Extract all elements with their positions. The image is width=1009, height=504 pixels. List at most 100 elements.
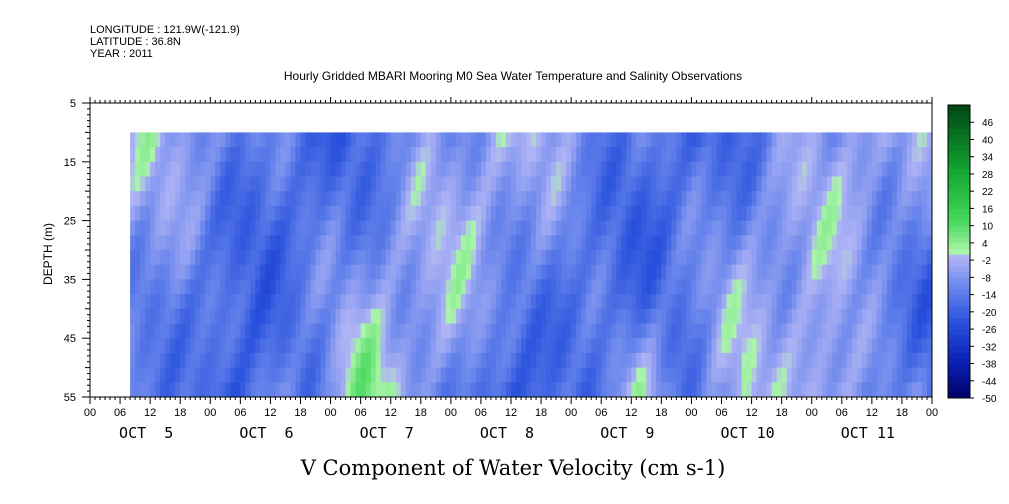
- heatmap-cell: [536, 367, 542, 383]
- colorbar-label: -26: [982, 325, 997, 336]
- heatmap-cell: [285, 323, 291, 339]
- heatmap-cell: [576, 382, 582, 398]
- heatmap-cell: [676, 338, 682, 354]
- heatmap-cell: [861, 176, 868, 192]
- heatmap-cell: [676, 294, 682, 310]
- heatmap-cell: [340, 191, 347, 207]
- heatmap-cell: [200, 294, 206, 310]
- heatmap-cell: [551, 176, 557, 192]
- heatmap-cell: [330, 235, 336, 251]
- heatmap-cell: [320, 352, 326, 368]
- colorbar-cell: [948, 363, 970, 370]
- heatmap-cell: [155, 323, 161, 339]
- heatmap-cell: [215, 279, 221, 295]
- heatmap-cell: [400, 147, 407, 163]
- heatmap-cell: [736, 220, 742, 236]
- heatmap-cell: [671, 205, 677, 221]
- heatmap-cell: [295, 161, 301, 177]
- heatmap-cell: [731, 367, 737, 383]
- heatmap-cell: [806, 191, 813, 207]
- heatmap-cell: [576, 205, 582, 221]
- heatmap-cell: [576, 235, 582, 251]
- heatmap-cell: [601, 161, 607, 177]
- heatmap-cell: [345, 235, 352, 251]
- heatmap-cell: [180, 147, 186, 163]
- heatmap-cell: [135, 235, 141, 251]
- heatmap-cell: [130, 264, 136, 280]
- heatmap-cell: [811, 294, 818, 310]
- heatmap-cell: [526, 338, 532, 354]
- colorbar-cell: [948, 237, 970, 244]
- heatmap-cell: [495, 264, 502, 280]
- heatmap-cell: [350, 250, 357, 266]
- heatmap-cell: [886, 250, 893, 266]
- heatmap-cell: [240, 220, 246, 236]
- heatmap-cell: [636, 323, 642, 339]
- heatmap-cell: [816, 147, 823, 163]
- heatmap-cell: [821, 294, 828, 310]
- heatmap-cell: [235, 382, 241, 398]
- heatmap-cell: [511, 308, 517, 324]
- heatmap-cell: [365, 264, 372, 280]
- heatmap-cell: [751, 191, 757, 207]
- heatmap-cell: [285, 235, 291, 251]
- heatmap-cell: [886, 308, 893, 324]
- heatmap-cell: [155, 161, 161, 177]
- heatmap-cell: [345, 161, 352, 177]
- heatmap-cell: [856, 205, 863, 221]
- heatmap-cell: [591, 132, 597, 148]
- heatmap-cell: [310, 147, 316, 163]
- heatmap-cell: [616, 147, 622, 163]
- heatmap-cell: [656, 176, 662, 192]
- colorbar-label: 46: [982, 118, 994, 129]
- heatmap-cell: [250, 250, 256, 266]
- heatmap-cell: [165, 323, 171, 339]
- heatmap-cell: [165, 191, 171, 207]
- heatmap-cell: [861, 235, 868, 251]
- heatmap-cell: [676, 161, 682, 177]
- heatmap-cell: [841, 294, 848, 310]
- heatmap-cell: [160, 250, 166, 266]
- heatmap-cell: [330, 220, 336, 236]
- heatmap-cell: [435, 132, 442, 148]
- heatmap-cell: [916, 367, 923, 383]
- heatmap-cell: [726, 161, 732, 177]
- heatmap-cell: [275, 367, 281, 383]
- heatmap-cell: [330, 176, 336, 192]
- heatmap-cell: [551, 352, 557, 368]
- heatmap-cell: [250, 279, 256, 295]
- heatmap-cell: [551, 264, 557, 280]
- heatmap-cell: [405, 352, 412, 368]
- heatmap-cell: [706, 294, 712, 310]
- heatmap-cell: [856, 147, 863, 163]
- heatmap-cell: [200, 132, 206, 148]
- heatmap-cell: [876, 220, 883, 236]
- heatmap-cell: [571, 367, 577, 383]
- heatmap-cell: [505, 294, 512, 310]
- heatmap-cell: [906, 264, 913, 280]
- heatmap-cell: [165, 338, 171, 354]
- heatmap-cell: [521, 352, 527, 368]
- heatmap-cell: [355, 161, 362, 177]
- heatmap-cell: [541, 147, 547, 163]
- heatmap-cell: [370, 147, 377, 163]
- heatmap-cell: [495, 367, 502, 383]
- heatmap-cell: [350, 279, 357, 295]
- heatmap-cell: [290, 367, 296, 383]
- heatmap-cell: [781, 161, 788, 177]
- heatmap-cell: [205, 264, 211, 280]
- heatmap-cell: [621, 294, 627, 310]
- heatmap-cell: [651, 294, 657, 310]
- heatmap-cell: [135, 308, 141, 324]
- heatmap-cell: [305, 191, 311, 207]
- heatmap-cell: [345, 308, 352, 324]
- heatmap-cell: [435, 147, 442, 163]
- heatmap-cell: [135, 205, 141, 221]
- heatmap-cell: [776, 352, 783, 368]
- heatmap-cell: [255, 294, 261, 310]
- heatmap-cell: [470, 352, 477, 368]
- heatmap-cell: [751, 323, 757, 339]
- heatmap-cell: [225, 367, 231, 383]
- heatmap-cell: [696, 132, 702, 148]
- heatmap-cell: [415, 279, 422, 295]
